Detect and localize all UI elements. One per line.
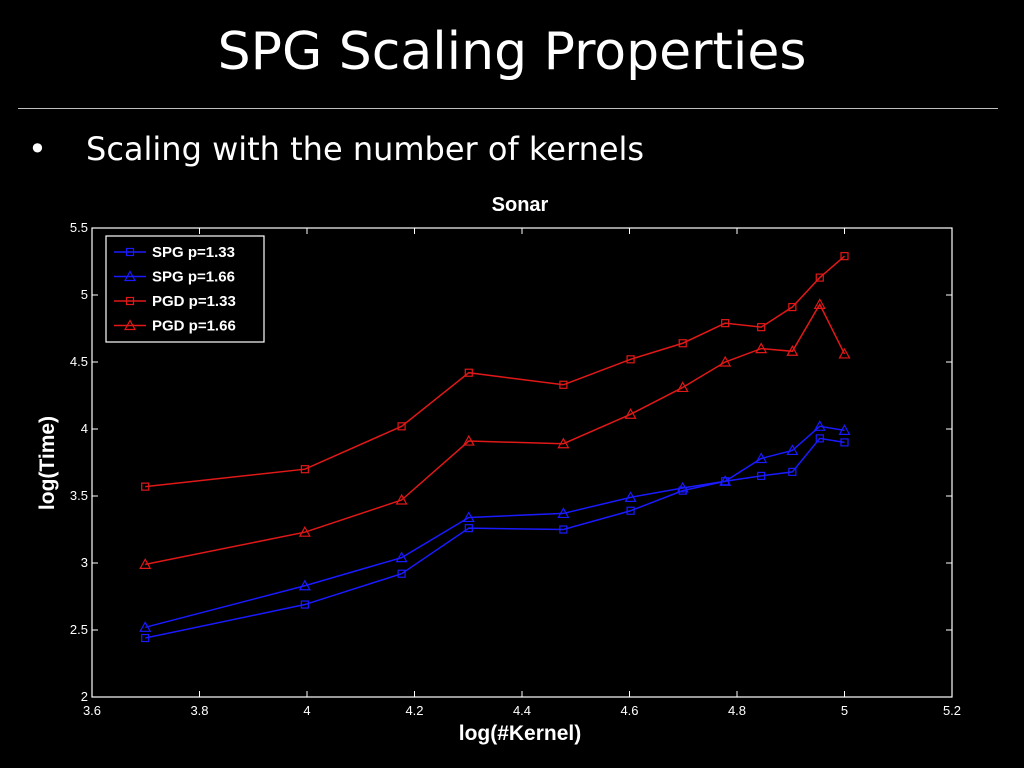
series-4-point bbox=[395, 493, 408, 505]
y-tick-label: 2 bbox=[81, 689, 88, 704]
x-tick-label: 4.4 bbox=[513, 703, 531, 718]
x-tick-label: 5 bbox=[841, 703, 848, 718]
series-2-point bbox=[462, 511, 475, 523]
x-axis-label: log(#Kernel) bbox=[459, 722, 582, 745]
series-2-point bbox=[557, 507, 570, 519]
x-tick-label: 3.8 bbox=[190, 703, 208, 718]
series-3-point bbox=[840, 252, 849, 261]
series-1-point bbox=[559, 525, 568, 534]
x-tick-label: 4.2 bbox=[405, 703, 423, 718]
series-2-point bbox=[755, 452, 768, 464]
x-tick-label: 3.6 bbox=[83, 703, 101, 718]
series-3-point bbox=[397, 422, 406, 431]
series-1-point bbox=[757, 471, 766, 480]
series-3-point bbox=[464, 368, 473, 377]
series-3-point bbox=[788, 302, 797, 312]
legend-entry: PGD p=1.33 bbox=[152, 293, 236, 310]
bullet-text: Scaling with the number of kernels bbox=[86, 130, 645, 168]
series-4-point bbox=[676, 381, 689, 393]
series-2-point bbox=[676, 481, 689, 493]
legend-marker bbox=[125, 296, 135, 306]
y-tick-label: 2.5 bbox=[70, 622, 88, 637]
x-tick-label: 4 bbox=[303, 703, 310, 718]
series-1-point bbox=[464, 524, 473, 533]
y-tick-label: 3 bbox=[81, 555, 88, 570]
legend-entry: SPG p=1.66 bbox=[152, 269, 235, 286]
series-2-point bbox=[719, 475, 732, 486]
series-3-point bbox=[300, 465, 309, 474]
legend-marker bbox=[123, 270, 137, 282]
series-4-point bbox=[813, 298, 826, 309]
series-4-point bbox=[462, 434, 475, 446]
series-1-point bbox=[626, 506, 635, 515]
y-axis-label: log(Time) bbox=[36, 416, 59, 510]
legend-entry: PGD p=1.66 bbox=[152, 318, 236, 335]
series-1-point bbox=[840, 438, 849, 447]
x-tick-label: 4.8 bbox=[728, 703, 746, 718]
series-4-point bbox=[755, 342, 768, 354]
series-4-point bbox=[624, 408, 637, 419]
series-1-point bbox=[678, 486, 687, 495]
series-2-point bbox=[786, 444, 799, 456]
series-3-point bbox=[626, 355, 635, 364]
series-4-point bbox=[719, 355, 732, 367]
series-3-point bbox=[141, 482, 150, 491]
series-3-point bbox=[757, 323, 766, 332]
legend-marker bbox=[125, 247, 135, 257]
y-tick-label: 4.5 bbox=[70, 354, 88, 369]
y-tick-label: 5.5 bbox=[70, 220, 88, 235]
series-line-2 bbox=[145, 425, 845, 629]
series-1-point bbox=[141, 633, 150, 643]
series-4-point bbox=[786, 345, 799, 356]
series-1-point bbox=[815, 434, 824, 443]
series-line-4 bbox=[145, 302, 846, 566]
legend-marker bbox=[123, 319, 137, 331]
series-2-point bbox=[624, 491, 637, 502]
y-tick-label: 3.5 bbox=[70, 488, 88, 503]
series-2-point bbox=[395, 551, 408, 563]
series-1-point bbox=[397, 569, 406, 578]
series-2-point bbox=[139, 621, 152, 632]
series-line-3 bbox=[145, 255, 845, 488]
slide-title: SPG Scaling Properties bbox=[217, 22, 807, 82]
series-4-point bbox=[838, 347, 851, 359]
series-line-1 bbox=[145, 437, 845, 639]
series-1-point bbox=[300, 600, 309, 609]
y-tick-label: 5 bbox=[81, 287, 88, 302]
series-3-point bbox=[559, 380, 568, 389]
series-4-point bbox=[298, 525, 311, 537]
x-tick-label: 5.2 bbox=[943, 703, 961, 718]
series-2-point bbox=[813, 420, 826, 431]
bullet-marker: • bbox=[28, 130, 47, 168]
series-1-point bbox=[788, 467, 797, 476]
series-2-point bbox=[298, 579, 311, 591]
chart-title: Sonar bbox=[492, 194, 549, 216]
y-tick-label: 4 bbox=[81, 421, 88, 436]
title-divider bbox=[18, 108, 998, 109]
series-4-point bbox=[557, 437, 570, 449]
series-3-point bbox=[721, 319, 730, 328]
series-4-point bbox=[139, 558, 152, 569]
legend-entry: SPG p=1.33 bbox=[152, 244, 235, 261]
x-tick-label: 4.6 bbox=[620, 703, 638, 718]
series-3-point bbox=[678, 339, 687, 348]
series-3-point bbox=[815, 273, 824, 282]
series-2-point bbox=[838, 424, 851, 435]
